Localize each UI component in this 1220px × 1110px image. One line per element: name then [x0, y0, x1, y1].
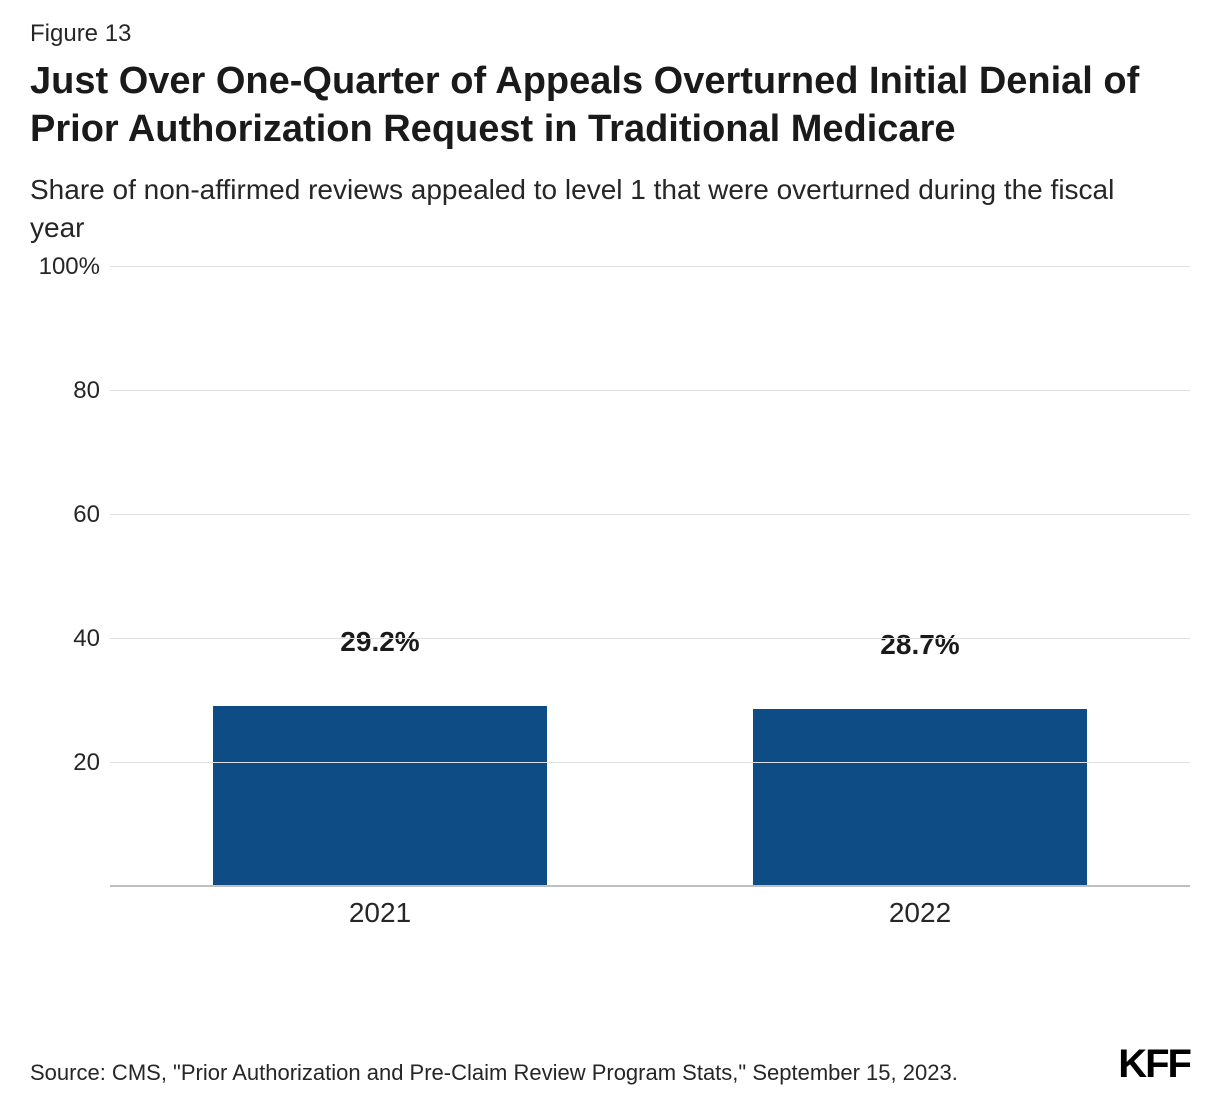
chart-title: Just Over One-Quarter of Appeals Overtur…	[30, 58, 1160, 153]
x-axis-labels: 2021 2022	[30, 897, 1190, 947]
figure-container: Figure 13 Just Over One-Quarter of Appea…	[0, 0, 1220, 1110]
y-axis-tick-label: 80	[73, 377, 100, 405]
chart-plot-area: 29.2%28.7% 100%20406080	[30, 267, 1190, 887]
bar	[753, 709, 1088, 887]
bar	[213, 706, 548, 887]
bar-value-label: 29.2%	[340, 626, 419, 666]
source-note: Source: CMS, "Prior Authorization and Pr…	[30, 1060, 958, 1086]
x-axis-tick-label: 2022	[889, 897, 951, 929]
y-axis-tick-label: 20	[73, 749, 100, 777]
figure-number: Figure 13	[30, 20, 1190, 48]
x-axis-tick-label: 2021	[349, 897, 411, 929]
chart-plot: 29.2% 28.7%	[110, 267, 1190, 887]
y-axis-tick-label: 60	[73, 501, 100, 529]
gridline	[110, 762, 1190, 763]
gridline	[110, 390, 1190, 391]
gridline	[110, 638, 1190, 639]
y-axis-tick-label: 40	[73, 625, 100, 653]
brand-logo: KFF	[1118, 1044, 1190, 1086]
y-axis-tick-label: 100%	[39, 253, 100, 281]
gridline	[110, 266, 1190, 267]
gridline	[110, 514, 1190, 515]
baseline	[110, 885, 1190, 887]
bar-value-label: 28.7%	[880, 629, 959, 669]
figure-footer: Source: CMS, "Prior Authorization and Pr…	[30, 1044, 1190, 1086]
chart-subtitle: Share of non-affirmed reviews appealed t…	[30, 171, 1160, 247]
